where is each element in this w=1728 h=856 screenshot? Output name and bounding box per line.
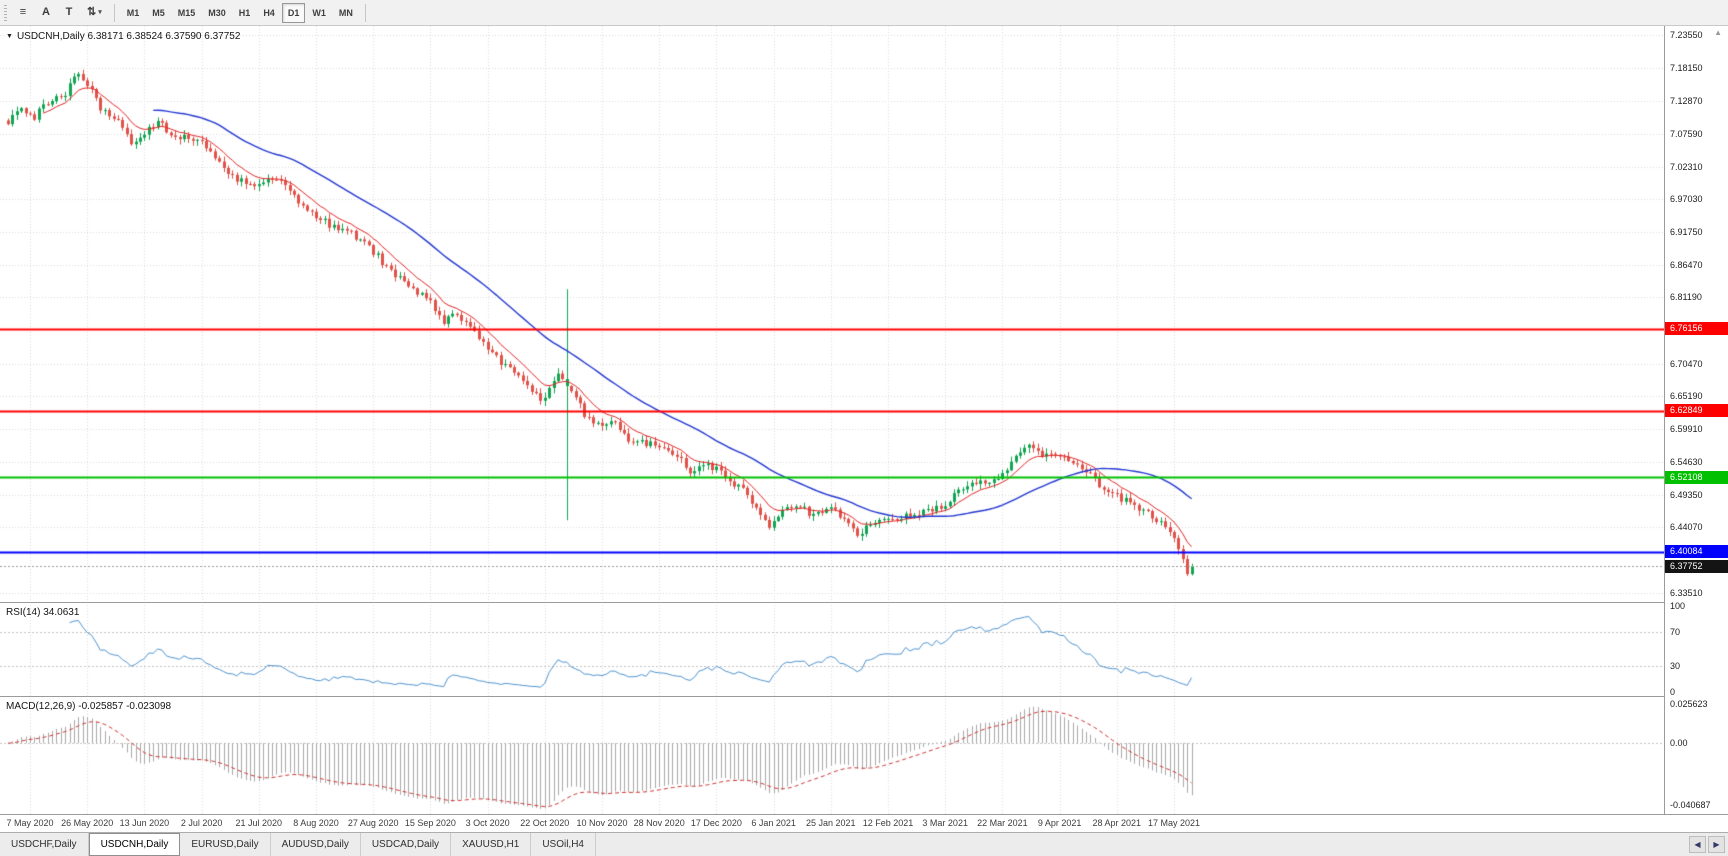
date-tick-label: 28 Apr 2021 <box>1092 818 1142 828</box>
date-tick-label: 22 Mar 2021 <box>977 818 1028 828</box>
price-tick: 6.81190 <box>1670 292 1702 303</box>
chart-tab-eurusd-daily[interactable]: EURUSD,Daily <box>180 833 271 856</box>
date-tick-label: 3 Mar 2021 <box>922 818 968 828</box>
date-tick-label: 17 May 2021 <box>1147 818 1201 828</box>
macd-indicator-pane[interactable] <box>0 696 1664 814</box>
tabs-scroll-left-button[interactable]: ◀ <box>1689 836 1706 853</box>
date-tick-label: 28 Nov 2020 <box>633 818 685 828</box>
timeframe-button-w1[interactable]: W1 <box>306 3 332 23</box>
date-tick-label: 27 Aug 2020 <box>347 818 399 828</box>
price-tick: 7.18150 <box>1670 63 1703 74</box>
rsi-label: RSI(14) 34.0631 <box>6 607 80 618</box>
date-tick-label: 26 May 2020 <box>61 818 114 828</box>
symbol-ohlc-text: USDCNH,Daily 6.38171 6.38524 6.37590 6.3… <box>16 31 241 42</box>
price-tick: 6.54630 <box>1670 456 1703 467</box>
price-tick: 7.23550 <box>1670 29 1703 40</box>
chart-tab-xauusd-h1[interactable]: XAUUSD,H1 <box>451 833 532 856</box>
date-tick-label: 25 Jan 2021 <box>806 818 856 828</box>
pane-separator[interactable] <box>0 602 1728 603</box>
tabs-scroll-right-button[interactable]: ▶ <box>1708 836 1725 853</box>
chart-area: ▼ USDCNH,Daily 6.38171 6.38524 6.37590 6… <box>0 26 1728 832</box>
date-tick-label: 3 Oct 2020 <box>465 818 510 828</box>
timeframe-button-m1[interactable]: M1 <box>121 3 146 23</box>
date-tick-label: 13 Jun 2020 <box>119 818 170 828</box>
chart-tab-usdcad-daily[interactable]: USDCAD,Daily <box>361 833 452 856</box>
date-tick-label: 8 Aug 2020 <box>293 818 339 828</box>
symbol-ohlc-label: ▼ USDCNH,Daily 6.38171 6.38524 6.37590 6… <box>6 31 240 42</box>
toolbar-icon-group: ≡ A T ⇅ ▾ <box>12 3 108 23</box>
price-tick: 7.07590 <box>1670 128 1703 139</box>
rsi-tick: 70 <box>1670 626 1681 637</box>
price-tick: 6.65190 <box>1670 391 1703 402</box>
price-tick: 6.91750 <box>1670 226 1703 237</box>
macd-tick: -0.040687 <box>1670 800 1711 811</box>
chart-tab-usoil-h4[interactable]: USOil,H4 <box>531 833 596 856</box>
timeframe-button-m15[interactable]: M15 <box>172 3 202 23</box>
date-tick-label: 9 Apr 2021 <box>1037 818 1082 828</box>
chart-tab-audusd-daily[interactable]: AUDUSD,Daily <box>271 833 361 856</box>
resistance-level-2-badge: 6.62849 <box>1665 404 1728 418</box>
price-tick: 6.33510 <box>1670 587 1703 598</box>
date-tick-label: 7 May 2020 <box>6 818 54 828</box>
last-price-badge: 6.37752 <box>1665 559 1728 573</box>
toolbar-drag-handle[interactable] <box>4 4 7 21</box>
price-tick: 6.97030 <box>1670 194 1703 205</box>
price-tick: 7.02310 <box>1670 161 1703 172</box>
chart-list-icon[interactable]: ≡ <box>12 3 34 23</box>
timeframe-button-h1[interactable]: H1 <box>233 3 257 23</box>
timeframe-button-m30[interactable]: M30 <box>202 3 232 23</box>
toolbar-separator <box>113 3 115 22</box>
date-tick-label: 22 Oct 2020 <box>520 818 570 828</box>
macd-tick: 0.00 <box>1670 738 1688 749</box>
price-tick: 6.44070 <box>1670 522 1703 533</box>
text-tool-icon[interactable]: T <box>58 3 80 23</box>
macd-label: MACD(12,26,9) -0.025857 -0.023098 <box>6 701 172 712</box>
time-scale[interactable]: 7 May 2020 26 May 2020 13 Jun 2020 2 Jul 20… <box>0 815 1664 832</box>
price-tick: 6.70470 <box>1670 358 1703 369</box>
price-chart-pane[interactable] <box>0 26 1664 602</box>
macd-tick: 0.025623 <box>1670 699 1708 710</box>
timeframe-button-m5[interactable]: M5 <box>146 3 171 23</box>
resistance-level-1-badge: 6.76156 <box>1665 322 1728 336</box>
rsi-tick: 100 <box>1670 601 1686 612</box>
collapse-arrow-icon[interactable]: ▼ <box>6 33 13 40</box>
rsi-tick: 30 <box>1670 661 1681 672</box>
chart-tab-list: USDCHF,Daily USDCNH,Daily EURUSD,Daily AUDU… <box>0 833 1728 856</box>
toolbar-separator <box>364 3 366 22</box>
rsi-tick: 0 <box>1670 686 1676 697</box>
pane-separator <box>0 814 1728 815</box>
chart-tab-usdcnh-daily[interactable]: USDCNH,Daily <box>88 833 181 856</box>
price-tick: 7.12870 <box>1670 96 1703 107</box>
arrange-tool-icon[interactable]: ⇅ ▾ <box>81 3 108 23</box>
tab-scroll-controls: ◀ ▶ <box>1689 833 1725 856</box>
date-tick-label: 10 Nov 2020 <box>576 818 628 828</box>
date-tick-label: 12 Feb 2021 <box>862 818 914 828</box>
timeframe-button-d1[interactable]: D1 <box>281 2 306 23</box>
date-tick-label: 21 Jul 2020 <box>235 818 283 828</box>
price-tick: 6.86470 <box>1670 259 1703 270</box>
price-scale[interactable]: ▲ 7.23550 7.18150 7.12870 7.07590 7.02310 6.9… <box>1664 26 1728 814</box>
font-tool-icon[interactable]: A <box>35 3 57 23</box>
timeframe-toolbar: M1 M5 M15 M30 H1 H4 D1 W1 MN <box>121 2 359 23</box>
price-tick: 6.49350 <box>1670 489 1703 500</box>
pane-separator[interactable] <box>0 696 1728 697</box>
chart-tab-usdchf-daily[interactable]: USDCHF,Daily <box>0 833 89 856</box>
timeframe-button-h4[interactable]: H4 <box>257 3 281 23</box>
date-tick-label: 2 Jul 2020 <box>180 818 223 828</box>
chart-tabs-bar: USDCHF,Daily USDCNH,Daily EURUSD,Daily AUDU… <box>0 832 1728 856</box>
support-level-1-badge: 6.52108 <box>1665 470 1728 484</box>
date-tick-label: 17 Dec 2020 <box>690 818 742 828</box>
price-tick: 6.59910 <box>1670 424 1703 435</box>
date-tick-label: 6 Jan 2021 <box>751 818 796 828</box>
support-level-2-badge: 6.40084 <box>1665 545 1728 559</box>
rsi-indicator-pane[interactable] <box>0 602 1664 696</box>
timeframe-button-mn[interactable]: MN <box>333 3 359 23</box>
date-tick-label: 15 Sep 2020 <box>404 818 456 828</box>
scale-arrow-icon: ▲ <box>1714 28 1722 37</box>
toolbar: ≡ A T ⇅ ▾ M1 M5 M15 M30 H1 H4 D1 W1 MN <box>0 0 1728 26</box>
